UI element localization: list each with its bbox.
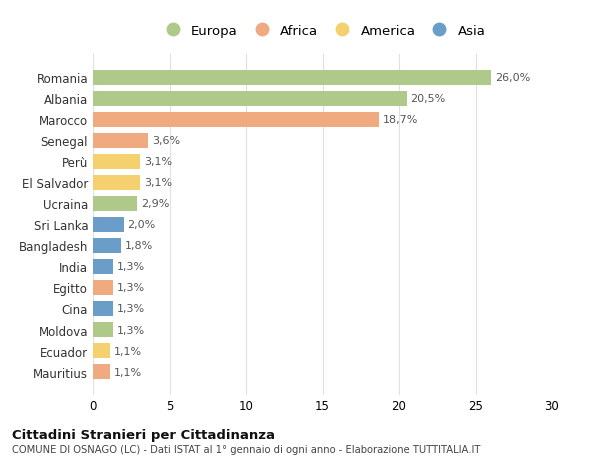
Text: Cittadini Stranieri per Cittadinanza: Cittadini Stranieri per Cittadinanza xyxy=(12,428,275,441)
Text: 1,1%: 1,1% xyxy=(113,346,142,356)
Bar xyxy=(93,280,113,296)
Bar xyxy=(93,196,137,212)
Bar xyxy=(93,154,140,169)
Text: 2,9%: 2,9% xyxy=(141,199,170,209)
Text: 26,0%: 26,0% xyxy=(494,73,530,83)
Bar xyxy=(93,259,113,274)
Bar xyxy=(93,343,110,358)
Bar xyxy=(93,364,110,379)
Text: 3,1%: 3,1% xyxy=(144,157,172,167)
Bar xyxy=(93,71,491,86)
Bar xyxy=(93,91,407,106)
Text: 1,8%: 1,8% xyxy=(124,241,152,251)
Text: 1,3%: 1,3% xyxy=(117,304,145,314)
Bar xyxy=(93,301,113,316)
Text: 18,7%: 18,7% xyxy=(383,115,418,125)
Text: 1,3%: 1,3% xyxy=(117,325,145,335)
Text: 20,5%: 20,5% xyxy=(410,94,446,104)
Text: 3,6%: 3,6% xyxy=(152,136,180,146)
Bar xyxy=(93,218,124,232)
Bar xyxy=(93,175,140,190)
Text: 1,3%: 1,3% xyxy=(117,262,145,272)
Text: COMUNE DI OSNAGO (LC) - Dati ISTAT al 1° gennaio di ogni anno - Elaborazione TUT: COMUNE DI OSNAGO (LC) - Dati ISTAT al 1°… xyxy=(12,444,481,454)
Bar xyxy=(93,134,148,149)
Text: 1,3%: 1,3% xyxy=(117,283,145,293)
Text: 3,1%: 3,1% xyxy=(144,178,172,188)
Bar xyxy=(93,112,379,128)
Text: 2,0%: 2,0% xyxy=(127,220,155,230)
Legend: Europa, Africa, America, Asia: Europa, Africa, America, Asia xyxy=(155,21,490,42)
Text: 1,1%: 1,1% xyxy=(113,367,142,377)
Bar xyxy=(93,238,121,253)
Bar xyxy=(93,322,113,337)
